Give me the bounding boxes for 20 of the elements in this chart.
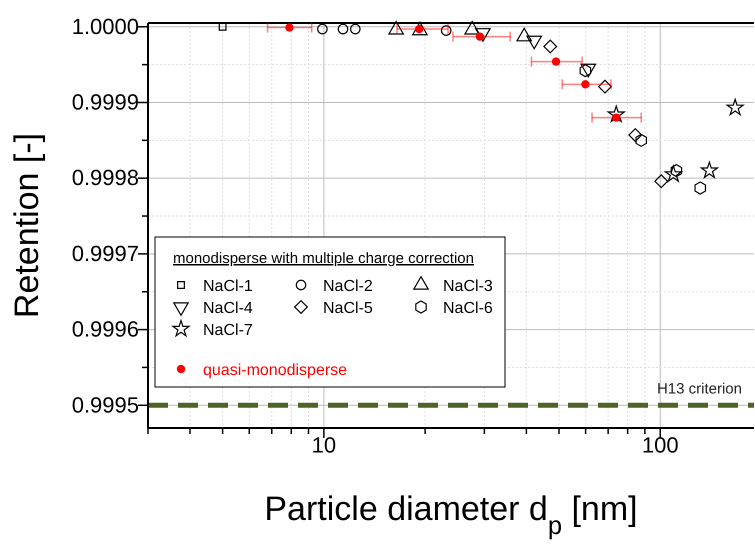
- y-tick-label: 0.9999: [72, 90, 139, 115]
- legend-label: NaCl-6: [443, 300, 493, 317]
- y-tick-label: 0.9998: [72, 165, 139, 190]
- x-axis-title: Particle diameter d$_{p}$ [nm]: [264, 490, 638, 540]
- ref-line-label: H13 criterion: [656, 380, 742, 398]
- legend-label: quasi-monodisperse: [203, 362, 348, 379]
- y-tick-label: 0.9995: [72, 392, 139, 418]
- legend-title: monodisperse with multiple charge correction: [173, 250, 474, 267]
- x-tick-label: 100: [642, 432, 679, 458]
- y-tick-label: 0.9997: [72, 240, 139, 266]
- y-axis-title: Retention [-]: [8, 132, 46, 318]
- y-tick-label: 1.0000: [72, 14, 139, 39]
- legend-label: NaCl-5: [323, 300, 373, 317]
- legend-label: NaCl-3: [443, 278, 493, 295]
- y-tick-label: 0.9996: [72, 316, 139, 342]
- legend-label: NaCl-2: [323, 278, 373, 295]
- legend-label: NaCl-1: [203, 278, 253, 295]
- legend-label: NaCl-4: [203, 300, 253, 317]
- x-tick-label: 10: [312, 432, 336, 458]
- legend-label: NaCl-7: [203, 322, 253, 339]
